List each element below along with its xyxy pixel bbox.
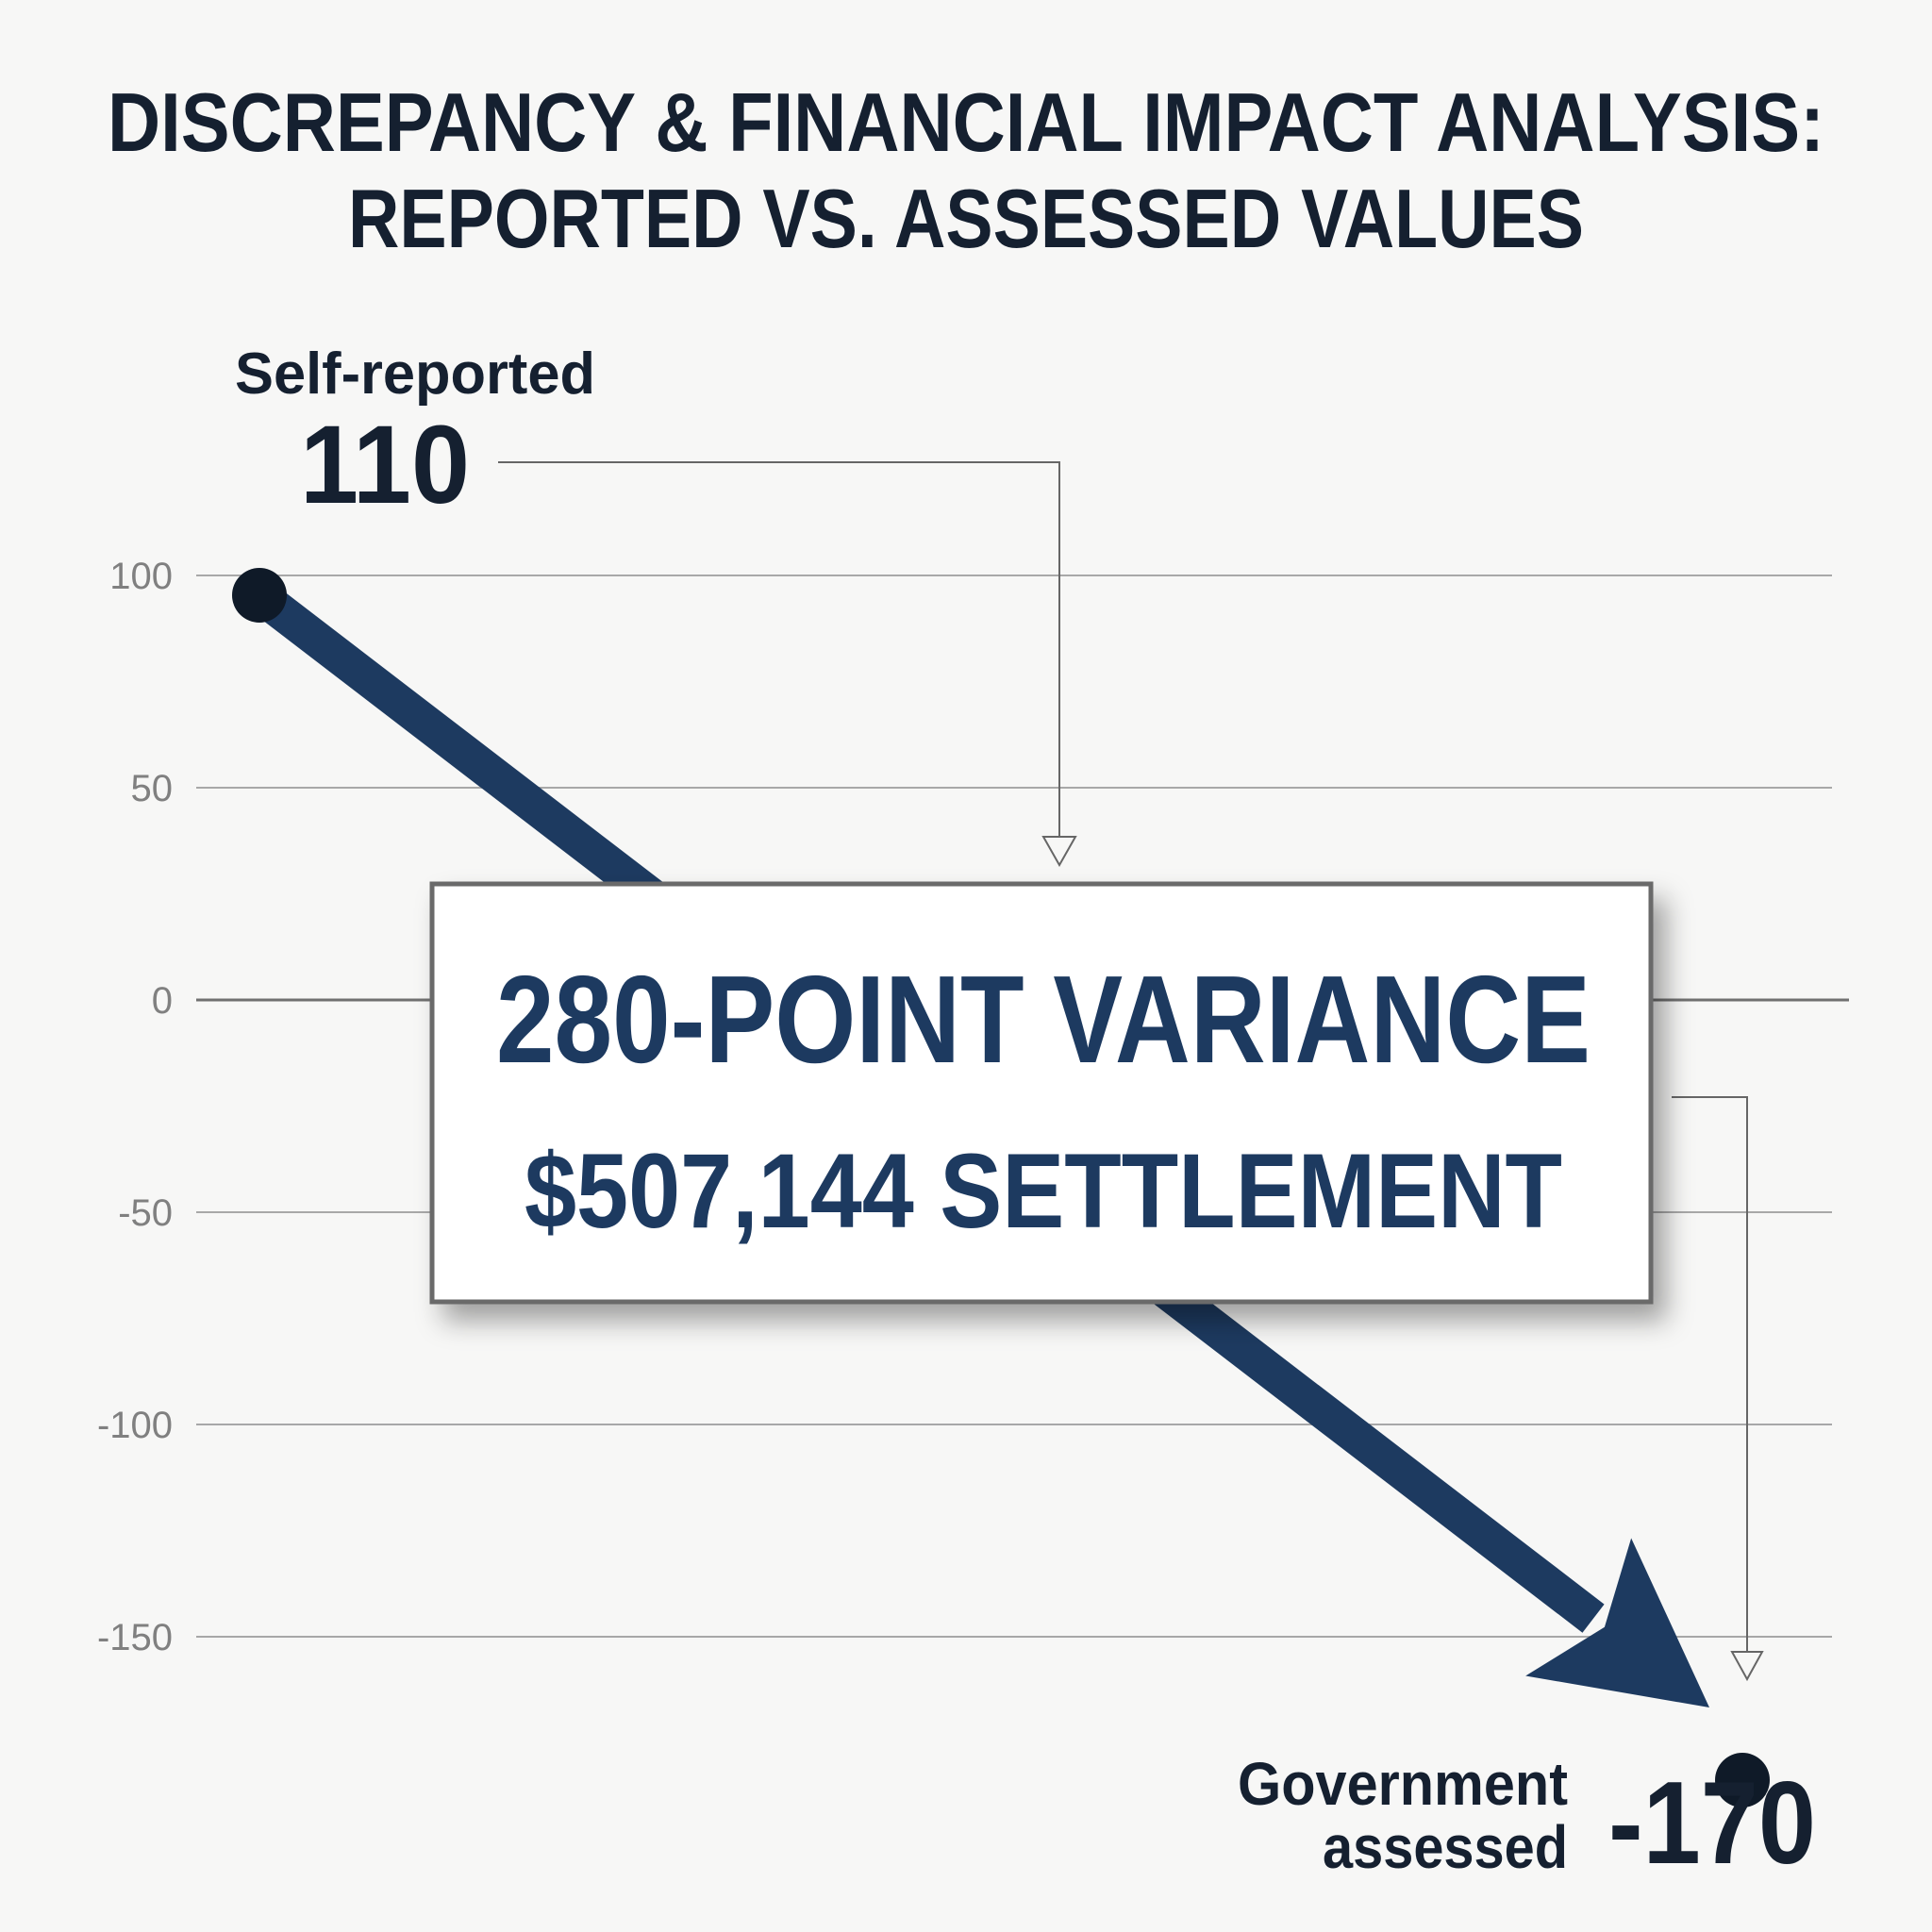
connector-top-arrowhead <box>1041 836 1077 868</box>
y-tick-label: -100 <box>97 1405 173 1446</box>
self-reported-point <box>232 568 287 623</box>
callout-box <box>429 881 1654 1305</box>
arrow-head <box>1525 1538 1709 1707</box>
government-assessed-point <box>1715 1753 1770 1807</box>
annotation-connectors <box>498 461 1764 1682</box>
data-points <box>232 568 1770 1807</box>
connector-right <box>1672 1096 1748 1656</box>
chart-title-line-1: DISCREPANCY & FINANCIAL IMPACT ANALYSIS: <box>108 75 1824 169</box>
callout-subline: $507,144 SETTLEMENT <box>525 1132 1562 1250</box>
y-tick-label: 0 <box>152 980 173 1022</box>
self-reported-value-label: 110 <box>300 403 470 527</box>
government-assessed-value-label: -170 <box>1608 1758 1816 1889</box>
self-reported-label: Self-reported <box>235 341 595 407</box>
y-tick-label: 50 <box>131 768 174 809</box>
government-assessed-label-line-1: Government <box>1238 1750 1568 1818</box>
variance-callout: 280-POINT VARIANCE $507,144 SETTLEMENT <box>429 881 1654 1305</box>
government-assessed-label-line-2: assessed <box>1323 1813 1568 1881</box>
y-tick-label: -150 <box>97 1617 173 1658</box>
y-axis-tick-labels: 100 50 0 -50 -100 -150 <box>97 556 173 1658</box>
connector-right-arrowhead <box>1730 1651 1764 1682</box>
y-tick-label: 100 <box>109 556 173 597</box>
chart-title-line-2: REPORTED VS. ASSESSED VALUES <box>348 172 1584 265</box>
y-tick-label: -50 <box>118 1192 173 1234</box>
callout-headline: 280-POINT VARIANCE <box>496 950 1591 1089</box>
connector-top <box>498 461 1060 842</box>
